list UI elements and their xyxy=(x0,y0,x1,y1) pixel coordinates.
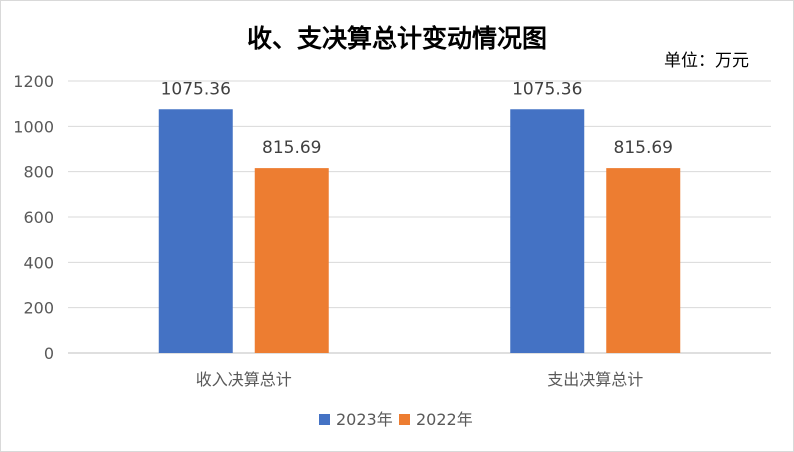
data-label: 1075.36 xyxy=(512,79,582,99)
y-tick-label: 1000 xyxy=(13,117,54,136)
category-label: 支出决算总计 xyxy=(547,370,643,389)
data-labels: 1075.36 815.69 1075.36 815.69 xyxy=(161,79,673,158)
legend: 2023年 2022年 xyxy=(319,410,473,429)
x-axis: 收入决算总计 支出决算总计 xyxy=(196,370,644,389)
data-label: 815.69 xyxy=(614,138,673,158)
bars xyxy=(158,109,681,353)
y-tick-label: 1200 xyxy=(13,72,54,91)
data-label: 1075.36 xyxy=(161,79,231,99)
category-label: 收入决算总计 xyxy=(196,370,292,389)
y-tick-label: 400 xyxy=(23,253,54,272)
y-tick-label: 200 xyxy=(23,299,54,318)
y-tick-label: 800 xyxy=(23,163,54,182)
bar xyxy=(254,168,329,353)
y-axis: 0 200 400 600 800 1000 1200 xyxy=(13,72,54,363)
unit-label: 单位：万元 xyxy=(664,51,749,71)
bar xyxy=(158,109,233,353)
legend-swatch xyxy=(399,414,410,425)
data-label: 815.69 xyxy=(262,138,321,158)
legend-label: 2023年 xyxy=(336,410,393,429)
y-tick-label: 0 xyxy=(44,344,54,363)
bar xyxy=(606,168,681,353)
legend-swatch xyxy=(319,414,330,425)
y-tick-label: 600 xyxy=(23,208,54,227)
bar xyxy=(510,109,585,353)
chart-title: 收、支决算总计变动情况图 xyxy=(247,24,547,53)
legend-label: 2022年 xyxy=(416,410,473,429)
